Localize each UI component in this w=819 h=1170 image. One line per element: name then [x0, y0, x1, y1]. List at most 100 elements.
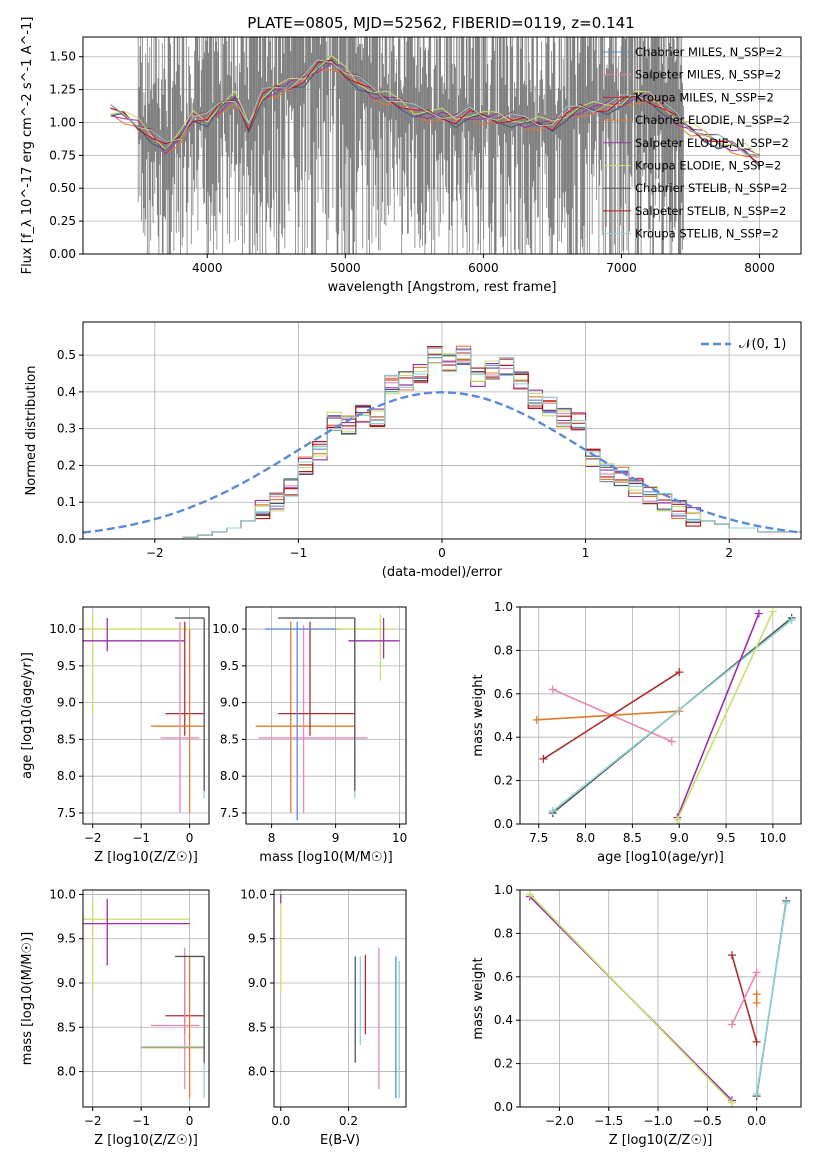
y-tick-label: 0.0 [494, 1100, 513, 1114]
x-tick-label: 7.5 [529, 831, 548, 845]
x-tick-label: 7000 [606, 261, 637, 275]
x-tick-label: 9.0 [670, 831, 689, 845]
y-tick-label: 8.5 [248, 1020, 267, 1034]
weight-marker-kroupa_elodie [525, 890, 534, 899]
legend-entry: Salpeter ELODIE, N_SSP=2 [635, 136, 789, 150]
spectrum-axes: 4000 5000 6000 7000 8000 0.00 0.25 0.50 0.75 1.00… [20, 17, 802, 295]
mass_vs_ebv-frame [273, 889, 407, 1108]
hist-kroupa_miles [154, 345, 801, 539]
x-tick-label: 0 [438, 546, 446, 560]
y-tick-label: 10.0 [49, 622, 76, 636]
legend-entry: Chabrier ELODIE, N_SSP=2 [635, 113, 790, 127]
age_vs_mass-plot [255, 614, 400, 821]
y-tick-label: 0.2 [494, 1057, 513, 1071]
y-tick-label: 9.0 [57, 976, 76, 990]
weight_vs_Z-plot [525, 890, 791, 1107]
mass_vs_Z-plot [83, 898, 205, 1099]
residuals-plot [83, 345, 801, 539]
hist-chabrier_elodie [154, 345, 801, 539]
y-tick-label: 0.6 [494, 687, 513, 701]
weight-marker-chabrier_elodie [532, 715, 541, 724]
y-tick-label: 1.25 [49, 83, 76, 97]
y-tick-label: 0.8 [494, 926, 513, 940]
x-tick-label: 0 [186, 831, 194, 845]
y-tick-label: 0.2 [57, 458, 76, 472]
x-tick-label: 5000 [330, 261, 361, 275]
x-tick-label: 9.5 [717, 831, 736, 845]
age_vs_mass-axes: 8 9 10 7.5 8.0 8.5 9.0 9.5 10.0 mass [log10(M/M☉)… [212, 606, 407, 865]
weight-marker-kroupa_elodie [768, 607, 777, 616]
x-axis-label: wavelength [Angstrom, rest frame] [328, 280, 557, 295]
y-tick-label: 9.0 [57, 696, 76, 710]
y-tick-label: 0.8 [494, 643, 513, 657]
y-tick-label: 8.0 [248, 1065, 267, 1079]
spectrum-plot [110, 37, 760, 254]
weight-marker-kroupa_miles [539, 754, 548, 763]
y-tick-label: 0.1 [57, 495, 76, 509]
x-tick-label: 0.0 [747, 1114, 766, 1128]
y-axis-label: mass [log10(M/M☉)] [20, 932, 35, 1065]
x-tick-label: 8.0 [576, 831, 595, 845]
weight-line-chabrier_elodie [536, 710, 680, 721]
weight-marker-salpeter_elodie [754, 609, 763, 618]
y-tick-label: 8.0 [57, 1065, 76, 1079]
data-spectrum [137, 37, 684, 254]
y-tick-label: 8.5 [57, 1020, 76, 1034]
y-tick-label: 7.5 [57, 806, 76, 820]
y-tick-label: 8.5 [220, 732, 239, 746]
y-tick-label: 9.0 [248, 976, 267, 990]
weight-marker-kroupa_miles [752, 1037, 761, 1046]
y-tick-label: 0.00 [49, 247, 76, 261]
weight_vs_Z-frame [519, 889, 802, 1108]
weight_vs_age-frame [519, 606, 802, 825]
model-line-kroupa_elodie [110, 54, 760, 158]
weight-marker-salpeter_miles [727, 1020, 736, 1029]
weight-marker-kroupa_stelib [548, 806, 557, 815]
x-tick-label: −2.0 [545, 1114, 574, 1128]
y-tick-label: 0.0 [494, 817, 513, 831]
x-tick-label: 0 [186, 1114, 194, 1128]
hist-salpeter_stelib [154, 346, 801, 539]
x-tick-label: 1 [582, 546, 590, 560]
x-tick-label: 9 [332, 831, 340, 845]
age_vs_Z-plot [83, 614, 205, 813]
weight-line-kroupa_elodie [529, 893, 733, 1104]
hist-salpeter_miles [154, 347, 801, 539]
y-tick-label: 9.5 [248, 932, 267, 946]
y-tick-label: 8.0 [220, 769, 239, 783]
x-tick-label: 8.5 [623, 831, 642, 845]
mass_vs_Z-frame [82, 889, 210, 1108]
y-tick-label: 0.5 [57, 348, 76, 362]
normal-curve [83, 391, 801, 534]
y-tick-label: 10.0 [240, 887, 267, 901]
x-tick-label: 0.0 [271, 1114, 290, 1128]
y-tick-label: 9.5 [57, 659, 76, 673]
hist-kroupa_stelib [154, 347, 801, 539]
legend-entry: Chabrier MILES, N_SSP=2 [635, 45, 782, 59]
weight-line-kroupa_stelib [552, 619, 793, 812]
figure-title: PLATE=0805, MJD=52562, FIBERID=0119, z=0… [247, 14, 634, 32]
weight-marker-salpeter_miles [752, 968, 761, 977]
x-axis-label: (data-model)/error [382, 565, 503, 580]
y-tick-label: 0.25 [49, 214, 76, 228]
y-tick-label: 9.0 [220, 696, 239, 710]
y-tick-label: 1.00 [49, 115, 76, 129]
weight-marker-salpeter_miles [548, 685, 557, 694]
x-axis-label: Z [log10(Z/Z☉)] [94, 1133, 198, 1148]
weight-marker-chabrier_elodie [752, 990, 761, 999]
x-tick-label: −1.0 [643, 1114, 672, 1128]
legend-entry: Salpeter MILES, N_SSP=2 [635, 68, 781, 82]
x-tick-label: 6000 [468, 261, 499, 275]
y-tick-label: 10.0 [212, 622, 239, 636]
weight-marker-kroupa_elodie [673, 815, 682, 824]
x-tick-label: −0.5 [693, 1114, 722, 1128]
y-tick-label: 0.4 [494, 1013, 513, 1027]
x-axis-label: mass [log10(M/M☉)] [259, 850, 392, 865]
y-tick-label: 0.0 [57, 532, 76, 546]
weight-marker-kroupa_stelib [787, 616, 796, 625]
mass_vs_ebv-plot [280, 894, 400, 1099]
model-line-kroupa_stelib [110, 59, 760, 158]
spectrum-frame [82, 36, 802, 255]
weight_vs_age-plot [532, 607, 796, 824]
x-tick-label: 10.0 [760, 831, 787, 845]
